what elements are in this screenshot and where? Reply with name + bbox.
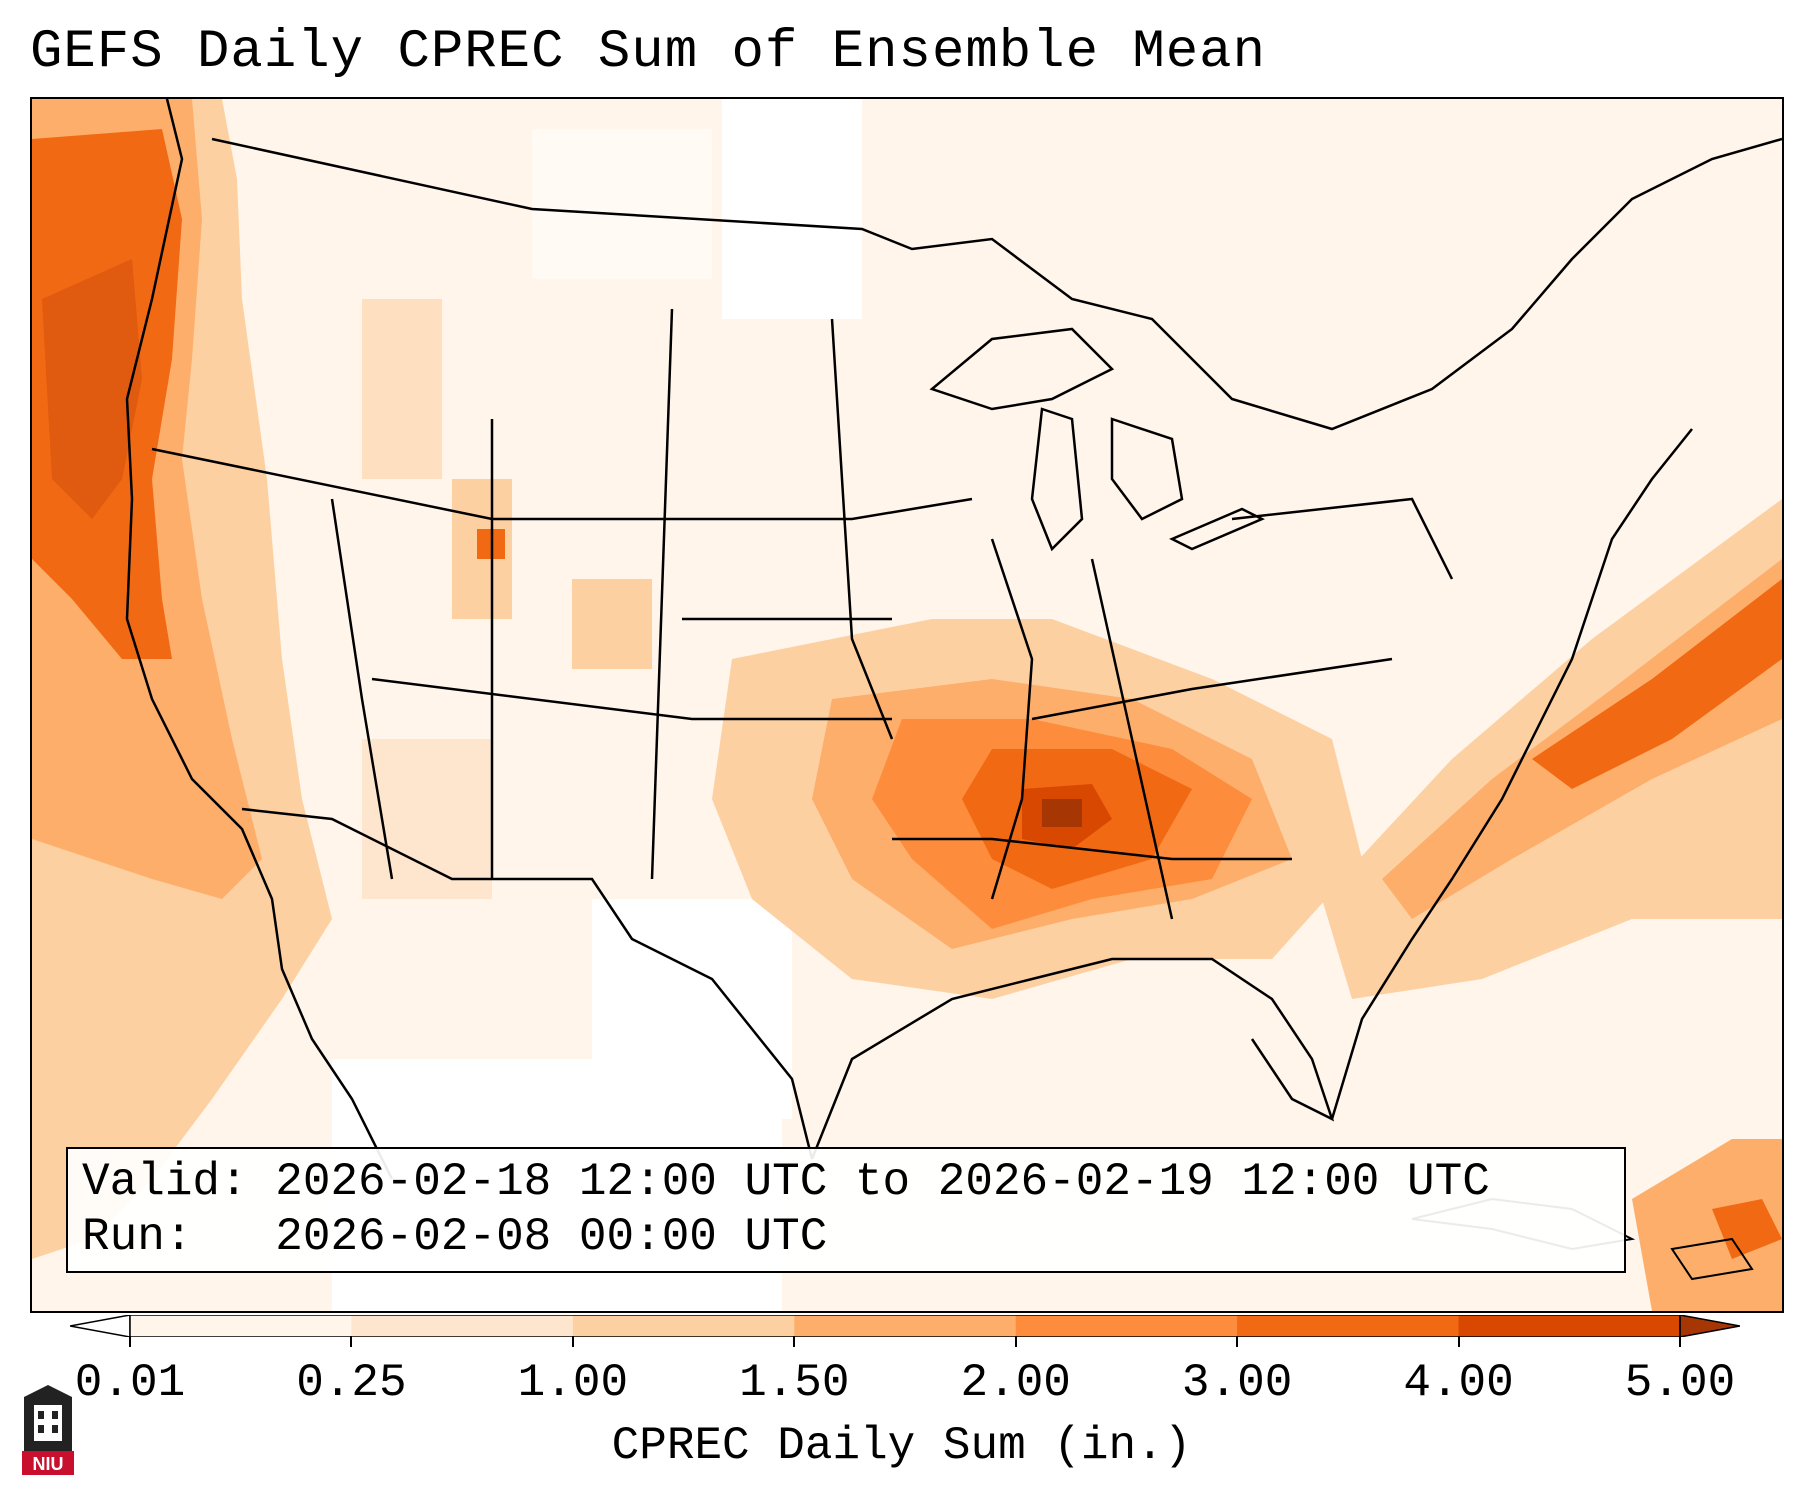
colorbar-tick-label: 5.00 (1624, 1357, 1736, 1409)
colorbar-segment (1237, 1315, 1460, 1337)
us-mexico-border (241, 807, 814, 1160)
ohio-valley-line (1031, 657, 1393, 721)
map-title: GEFS Daily CPREC Sum of Ensemble Mean (30, 22, 1266, 83)
colorado-spot (572, 579, 652, 669)
colorbar-tick-mark (793, 1336, 796, 1347)
northeast-line (1231, 497, 1454, 580)
se-band-peak (1042, 799, 1082, 827)
rockies-line (330, 498, 394, 880)
colorbar-tick-label: 1.50 (739, 1357, 850, 1409)
lake-superior (929, 327, 1115, 411)
colorbar-segments (130, 1315, 1681, 1337)
plains-line-3 (830, 318, 894, 740)
colorbar-label: CPREC Daily Sum (in.) (611, 1420, 1192, 1472)
us-canada-border (211, 137, 1782, 431)
horizontal-line-2 (371, 677, 892, 721)
colorbar-tick-mark (1236, 1336, 1239, 1347)
plains-line-2 (650, 308, 674, 880)
great-lakes (929, 327, 1265, 552)
arizona-pocket (362, 739, 492, 899)
colorbar-under-arrow (70, 1315, 131, 1337)
valid-time-line: Valid: 2026-02-18 12:00 UTC to 2026-02-1… (82, 1156, 1490, 1208)
lake-michigan (1030, 407, 1084, 552)
colorbar (70, 1315, 1740, 1337)
valid-run-infobox: Valid: 2026-02-18 12:00 UTC to 2026-02-1… (66, 1147, 1626, 1273)
university-tower-logo-icon: NIU (22, 1385, 74, 1475)
colorbar-tick-label: 1.00 (517, 1357, 629, 1409)
southern-line (892, 837, 1292, 861)
colorbar-tick-label: 4.00 (1403, 1357, 1514, 1409)
colorbar-frame (129, 1315, 1681, 1337)
atlantic-band-core (1532, 579, 1782, 789)
colorbar-segment (1015, 1315, 1238, 1337)
colorbar-segment (572, 1315, 795, 1337)
west-coast (125, 99, 394, 1180)
colorbar-tick-mark (1679, 1336, 1681, 1347)
west-pocket-1 (362, 299, 442, 479)
gulf-coast (810, 957, 1335, 1160)
hispaniola (1670, 1237, 1754, 1281)
colorbar-segment (351, 1315, 574, 1337)
colorbar-tick-mark (350, 1336, 353, 1347)
precipitation-map (30, 97, 1784, 1313)
colorbar-tick-mark (1014, 1336, 1017, 1347)
pacific-band-darkest (42, 259, 142, 519)
horizontal-line-1 (151, 447, 973, 521)
colorbar-tick-label: 0.25 (296, 1357, 407, 1409)
colorbar-tick-mark (1457, 1336, 1460, 1347)
colorbar-over-arrow (1679, 1315, 1740, 1337)
run-time-line: Run: 2026-02-08 00:00 UTC (82, 1211, 828, 1263)
colorbar-segment (1458, 1315, 1681, 1337)
colorbar-tick-mark (571, 1336, 574, 1347)
east-inner-line (1090, 558, 1174, 920)
dry-montana (532, 129, 712, 279)
caribbean-core (1712, 1199, 1782, 1259)
colorbar-tick-label: 0.01 (74, 1357, 186, 1409)
map-canvas (32, 99, 1782, 1311)
lake-erie (1169, 507, 1265, 551)
dry-north-dakota (722, 99, 862, 319)
mississippi-line (990, 538, 1034, 900)
colorbar-tick-label: 3.00 (1181, 1357, 1293, 1409)
colorbar-tick-mark (129, 1336, 131, 1347)
east-coast (1330, 428, 1693, 1120)
colorbar-tick-label: 2.00 (960, 1357, 1071, 1409)
lake-huron (1110, 417, 1184, 521)
caribbean-band (1632, 1139, 1782, 1311)
colorbar-segment (130, 1315, 352, 1337)
logo-text: NIU (33, 1454, 64, 1474)
colorbar-segment (794, 1315, 1017, 1337)
boundaries (125, 99, 1782, 1180)
